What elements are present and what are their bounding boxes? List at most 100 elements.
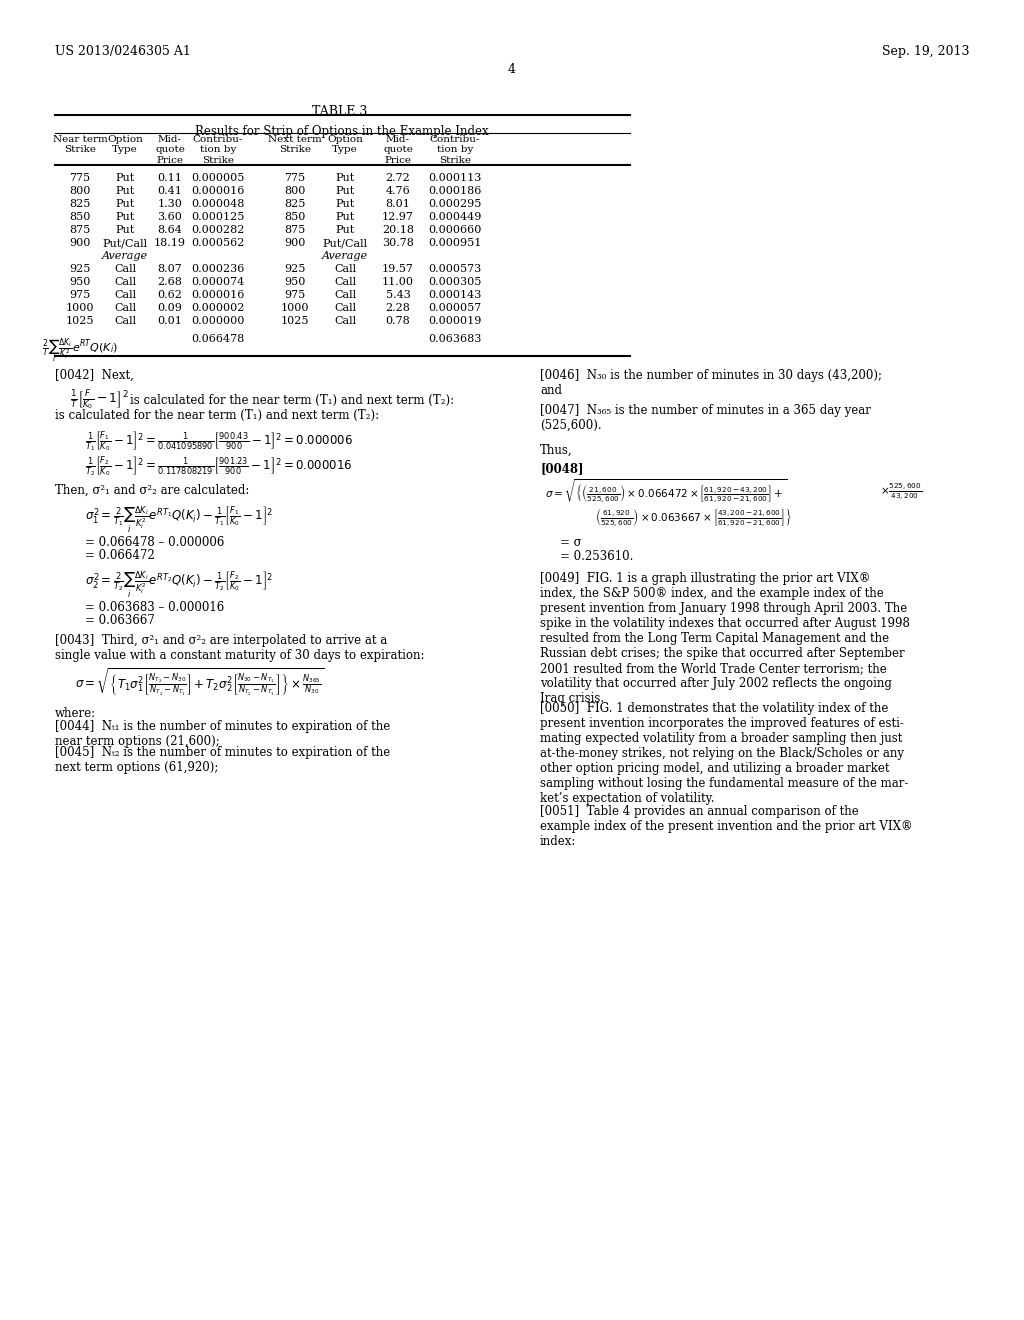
Text: $\sigma = \sqrt{\left\{\left(\frac{21,600}{525,600}\right)\times0.066472\times\l: $\sigma = \sqrt{\left\{\left(\frac{21,60… bbox=[545, 478, 787, 507]
Text: 800: 800 bbox=[285, 186, 306, 195]
Text: 8.64: 8.64 bbox=[158, 224, 182, 235]
Text: = 0.063683 – 0.000016: = 0.063683 – 0.000016 bbox=[85, 601, 224, 614]
Text: 0.41: 0.41 bbox=[158, 186, 182, 195]
Text: = 0.063667: = 0.063667 bbox=[85, 614, 155, 627]
Text: 0.09: 0.09 bbox=[158, 304, 182, 313]
Text: = 0.066478 – 0.000006: = 0.066478 – 0.000006 bbox=[85, 536, 224, 549]
Text: 825: 825 bbox=[285, 199, 306, 209]
Text: Average: Average bbox=[102, 251, 148, 261]
Text: 0.063683: 0.063683 bbox=[428, 334, 481, 345]
Text: 850: 850 bbox=[70, 213, 91, 222]
Text: [0051]  Table 4 provides an annual comparison of the
example index of the presen: [0051] Table 4 provides an annual compar… bbox=[540, 805, 912, 847]
Text: 925: 925 bbox=[70, 264, 91, 275]
Text: [0043]  Third, σ²₁ and σ²₂ are interpolated to arrive at a
single value with a c: [0043] Third, σ²₁ and σ²₂ are interpolat… bbox=[55, 634, 425, 663]
Text: 0.000113: 0.000113 bbox=[428, 173, 481, 183]
Text: = 0.066472: = 0.066472 bbox=[85, 549, 155, 562]
Text: Contribu-
tion by
Strike: Contribu- tion by Strike bbox=[193, 135, 243, 165]
Text: 0.000005: 0.000005 bbox=[191, 173, 245, 183]
Text: [0046]  N₃₀ is the number of minutes in 30 days (43,200);
and: [0046] N₃₀ is the number of minutes in 3… bbox=[540, 370, 882, 397]
Text: Put: Put bbox=[116, 213, 134, 222]
Text: is calculated for the near term (T₁) and next term (T₂):: is calculated for the near term (T₁) and… bbox=[130, 393, 454, 407]
Text: $\frac{1}{T_2}\left[\frac{F_2}{K_0}-1\right]^2 = \frac{1}{0.117808219}\left[\fra: $\frac{1}{T_2}\left[\frac{F_2}{K_0}-1\ri… bbox=[85, 454, 352, 479]
Text: Mid-
quote
Price: Mid- quote Price bbox=[383, 135, 413, 165]
Text: 0.11: 0.11 bbox=[158, 173, 182, 183]
Text: 775: 775 bbox=[285, 173, 305, 183]
Text: 0.000562: 0.000562 bbox=[191, 238, 245, 248]
Text: 0.000016: 0.000016 bbox=[191, 290, 245, 300]
Text: 875: 875 bbox=[285, 224, 305, 235]
Text: 0.000016: 0.000016 bbox=[191, 186, 245, 195]
Text: 975: 975 bbox=[285, 290, 305, 300]
Text: Put: Put bbox=[336, 186, 354, 195]
Text: 0.000951: 0.000951 bbox=[428, 238, 481, 248]
Text: $\sigma_1^2 = \frac{2}{T_1}\sum_i\frac{\Delta K_i}{K_i^2}e^{RT_1}Q(K_i) - \frac{: $\sigma_1^2 = \frac{2}{T_1}\sum_i\frac{\… bbox=[85, 504, 273, 535]
Text: TABLE 3: TABLE 3 bbox=[312, 106, 368, 117]
Text: 825: 825 bbox=[70, 199, 91, 209]
Text: $\sigma = \sqrt{\left\{T_1\sigma_1^2\left[\frac{N_{T_2}-N_{30}}{N_{T_2}-N_{T_1}}: $\sigma = \sqrt{\left\{T_1\sigma_1^2\lef… bbox=[75, 667, 325, 698]
Text: 0.000282: 0.000282 bbox=[191, 224, 245, 235]
Text: [0047]  N₃₆₅ is the number of minutes in a 365 day year
(525,600).: [0047] N₃₆₅ is the number of minutes in … bbox=[540, 404, 870, 432]
Text: [0044]  Nₜ₁ is the number of minutes to expiration of the
near term options (21,: [0044] Nₜ₁ is the number of minutes to e… bbox=[55, 719, 390, 748]
Text: Put: Put bbox=[336, 173, 354, 183]
Text: Call: Call bbox=[114, 277, 136, 286]
Text: Put/Call: Put/Call bbox=[323, 238, 368, 248]
Text: Call: Call bbox=[334, 315, 356, 326]
Text: Thus,: Thus, bbox=[540, 444, 572, 457]
Text: 0.000057: 0.000057 bbox=[428, 304, 481, 313]
Text: 0.000305: 0.000305 bbox=[428, 277, 481, 286]
Text: Near term
Strike: Near term Strike bbox=[52, 135, 108, 154]
Text: 3.60: 3.60 bbox=[158, 213, 182, 222]
Text: Call: Call bbox=[334, 290, 356, 300]
Text: 8.07: 8.07 bbox=[158, 264, 182, 275]
Text: Put: Put bbox=[116, 173, 134, 183]
Text: 1000: 1000 bbox=[281, 304, 309, 313]
Text: 775: 775 bbox=[70, 173, 90, 183]
Text: Next term
Strike: Next term Strike bbox=[268, 135, 322, 154]
Text: 950: 950 bbox=[70, 277, 91, 286]
Text: $\frac{1}{T}\left[\frac{F}{K_0}-1\right]^2$: $\frac{1}{T}\left[\frac{F}{K_0}-1\right]… bbox=[70, 389, 129, 412]
Text: 1025: 1025 bbox=[66, 315, 94, 326]
Text: [0049]  FIG. 1 is a graph illustrating the prior art VIX®
index, the S&P 500® in: [0049] FIG. 1 is a graph illustrating th… bbox=[540, 572, 910, 705]
Text: 950: 950 bbox=[285, 277, 306, 286]
Text: Call: Call bbox=[334, 304, 356, 313]
Text: 1.30: 1.30 bbox=[158, 199, 182, 209]
Text: Put: Put bbox=[116, 224, 134, 235]
Text: Call: Call bbox=[114, 290, 136, 300]
Text: is calculated for the near term (T₁) and next term (T₂):: is calculated for the near term (T₁) and… bbox=[55, 409, 379, 422]
Text: Put: Put bbox=[336, 224, 354, 235]
Text: Mid-
quote
Price: Mid- quote Price bbox=[155, 135, 185, 165]
Text: Results for Strip of Options in the Example Index: Results for Strip of Options in the Exam… bbox=[196, 125, 488, 139]
Text: 0.000295: 0.000295 bbox=[428, 199, 481, 209]
Text: 8.01: 8.01 bbox=[386, 199, 411, 209]
Text: Call: Call bbox=[114, 315, 136, 326]
Text: Sep. 19, 2013: Sep. 19, 2013 bbox=[882, 45, 969, 58]
Text: 925: 925 bbox=[285, 264, 306, 275]
Text: $\frac{2}{T}\sum_i\frac{\Delta K_i}{K_i^2}e^{RT}Q(K_i)$: $\frac{2}{T}\sum_i\frac{\Delta K_i}{K_i^… bbox=[42, 337, 118, 366]
Text: Put: Put bbox=[116, 186, 134, 195]
Text: where:: where: bbox=[55, 708, 96, 719]
Text: 0.000186: 0.000186 bbox=[428, 186, 481, 195]
Text: Option
Type: Option Type bbox=[108, 135, 143, 154]
Text: $\times\frac{525,600}{43,200}$: $\times\frac{525,600}{43,200}$ bbox=[880, 482, 923, 502]
Text: 850: 850 bbox=[285, 213, 306, 222]
Text: 5.43: 5.43 bbox=[386, 290, 411, 300]
Text: Contribu-
tion by
Strike: Contribu- tion by Strike bbox=[430, 135, 480, 165]
Text: = 0.253610.: = 0.253610. bbox=[560, 550, 634, 564]
Text: 0.000236: 0.000236 bbox=[191, 264, 245, 275]
Text: Put: Put bbox=[336, 213, 354, 222]
Text: 0.000074: 0.000074 bbox=[191, 277, 245, 286]
Text: $\frac{1}{T_1}\left[\frac{F_1}{K_0}-1\right]^2 = \frac{1}{0.041095890}\left[\fra: $\frac{1}{T_1}\left[\frac{F_1}{K_0}-1\ri… bbox=[85, 429, 353, 454]
Text: [0042]  Next,: [0042] Next, bbox=[55, 370, 134, 381]
Text: 0.78: 0.78 bbox=[386, 315, 411, 326]
Text: Put/Call: Put/Call bbox=[102, 238, 147, 248]
Text: 0.000143: 0.000143 bbox=[428, 290, 481, 300]
Text: Average: Average bbox=[322, 251, 368, 261]
Text: 1025: 1025 bbox=[281, 315, 309, 326]
Text: 0.066478: 0.066478 bbox=[191, 334, 245, 345]
Text: 19.57: 19.57 bbox=[382, 264, 414, 275]
Text: 0.000019: 0.000019 bbox=[428, 315, 481, 326]
Text: Put: Put bbox=[336, 199, 354, 209]
Text: Call: Call bbox=[334, 264, 356, 275]
Text: 2.72: 2.72 bbox=[386, 173, 411, 183]
Text: US 2013/0246305 A1: US 2013/0246305 A1 bbox=[55, 45, 190, 58]
